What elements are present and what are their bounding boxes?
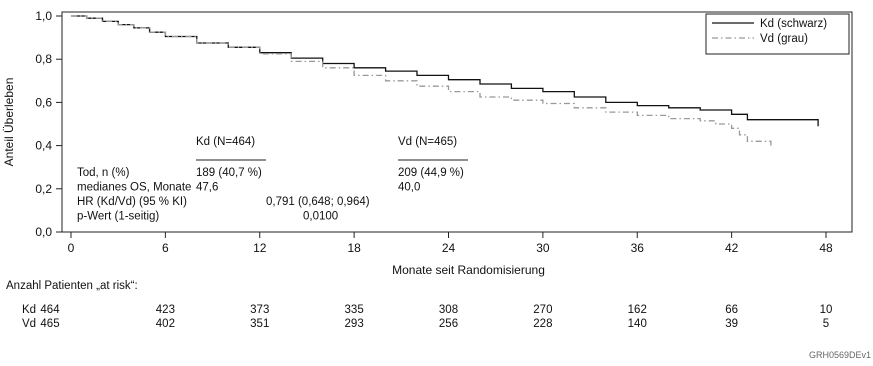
y-axis-title: Anteil Überleben bbox=[2, 78, 16, 167]
series-line-vd bbox=[71, 15, 772, 148]
plot-frame bbox=[61, 11, 853, 233]
at-risk-label-kd: Kd bbox=[22, 304, 36, 316]
at-risk-label-vd: Vd bbox=[22, 318, 36, 330]
x-tick-label: 30 bbox=[536, 241, 550, 255]
at-risk-value: 335 bbox=[345, 304, 364, 316]
at-risk-value: 402 bbox=[156, 318, 175, 330]
y-tick-label: 0,6 bbox=[35, 95, 52, 109]
stats-value-comparison: 0,791 (0,648; 0,964) bbox=[266, 196, 370, 208]
at-risk-table: Anzahl Patienten „at risk“: Kd 464 423 373 33… bbox=[6, 280, 832, 330]
stats-value-kd: 47,6 bbox=[196, 182, 218, 194]
x-axis-title: Monate seit Randomisierung bbox=[392, 263, 545, 277]
stats-table: Kd (N=464) Vd (N=465) Tod, n (%) 189 (40,7 … bbox=[77, 136, 468, 223]
at-risk-value: 465 bbox=[40, 318, 59, 330]
figure-code: GRH0569DEv1 bbox=[809, 350, 871, 360]
at-risk-value: 423 bbox=[156, 304, 175, 316]
x-tick-label: 42 bbox=[725, 241, 739, 255]
at-risk-value: 10 bbox=[820, 304, 833, 316]
y-tick-label: 1,0 bbox=[35, 9, 52, 23]
axes: 0,0 0,2 0,4 0,6 0,8 1,0 Anteil Überleben 0 6 12 18… bbox=[2, 9, 853, 277]
stats-row-label: Tod, n (%) bbox=[77, 167, 130, 179]
at-risk-value: 228 bbox=[533, 318, 552, 330]
stats-row-label: HR (Kd/Vd) (95 % KI) bbox=[77, 196, 187, 208]
x-tick-label: 18 bbox=[347, 241, 361, 255]
stats-row-label: p-Wert (1-seitig) bbox=[77, 211, 159, 223]
stats-header-vd: Vd (N=465) bbox=[398, 136, 457, 148]
stats-row-label: medianes OS, Monate bbox=[77, 182, 191, 194]
x-tick-label: 36 bbox=[631, 241, 645, 255]
at-risk-value: 66 bbox=[725, 304, 738, 316]
at-risk-title: Anzahl Patienten „at risk“: bbox=[6, 280, 138, 292]
x-tick-label: 24 bbox=[442, 241, 456, 255]
x-tick-label: 48 bbox=[819, 241, 833, 255]
at-risk-value: 5 bbox=[823, 318, 829, 330]
at-risk-value: 270 bbox=[533, 304, 552, 316]
y-tick-label: 0,2 bbox=[35, 182, 52, 196]
at-risk-value: 39 bbox=[725, 318, 738, 330]
x-tick-label: 0 bbox=[68, 241, 75, 255]
at-risk-value: 373 bbox=[250, 304, 269, 316]
legend-box bbox=[705, 13, 850, 55]
legend-label: Vd (grau) bbox=[760, 33, 808, 45]
at-risk-value: 351 bbox=[250, 318, 269, 330]
stats-value-vd: 40,0 bbox=[398, 182, 420, 194]
x-tick-label: 6 bbox=[162, 241, 169, 255]
survival-curves bbox=[71, 15, 819, 148]
legend: Kd (schwarz) Vd (grau) bbox=[705, 13, 850, 55]
at-risk-value: 464 bbox=[40, 304, 60, 316]
at-risk-value: 293 bbox=[345, 318, 364, 330]
legend-label: Kd (schwarz) bbox=[760, 18, 827, 30]
at-risk-value: 140 bbox=[628, 318, 647, 330]
stats-header-kd: Kd (N=464) bbox=[196, 136, 255, 148]
at-risk-value: 256 bbox=[439, 318, 458, 330]
y-tick-label: 0,0 bbox=[35, 225, 52, 239]
y-tick-label: 0,8 bbox=[35, 52, 52, 66]
stats-value-vd: 209 (44,9 %) bbox=[398, 167, 464, 179]
stats-value-kd: 189 (40,7 %) bbox=[196, 167, 262, 179]
at-risk-value: 162 bbox=[628, 304, 647, 316]
x-tick-label: 12 bbox=[253, 241, 267, 255]
stats-value-comparison: 0,0100 bbox=[303, 211, 338, 223]
at-risk-value: 308 bbox=[439, 304, 458, 316]
y-tick-label: 0,4 bbox=[35, 139, 52, 153]
